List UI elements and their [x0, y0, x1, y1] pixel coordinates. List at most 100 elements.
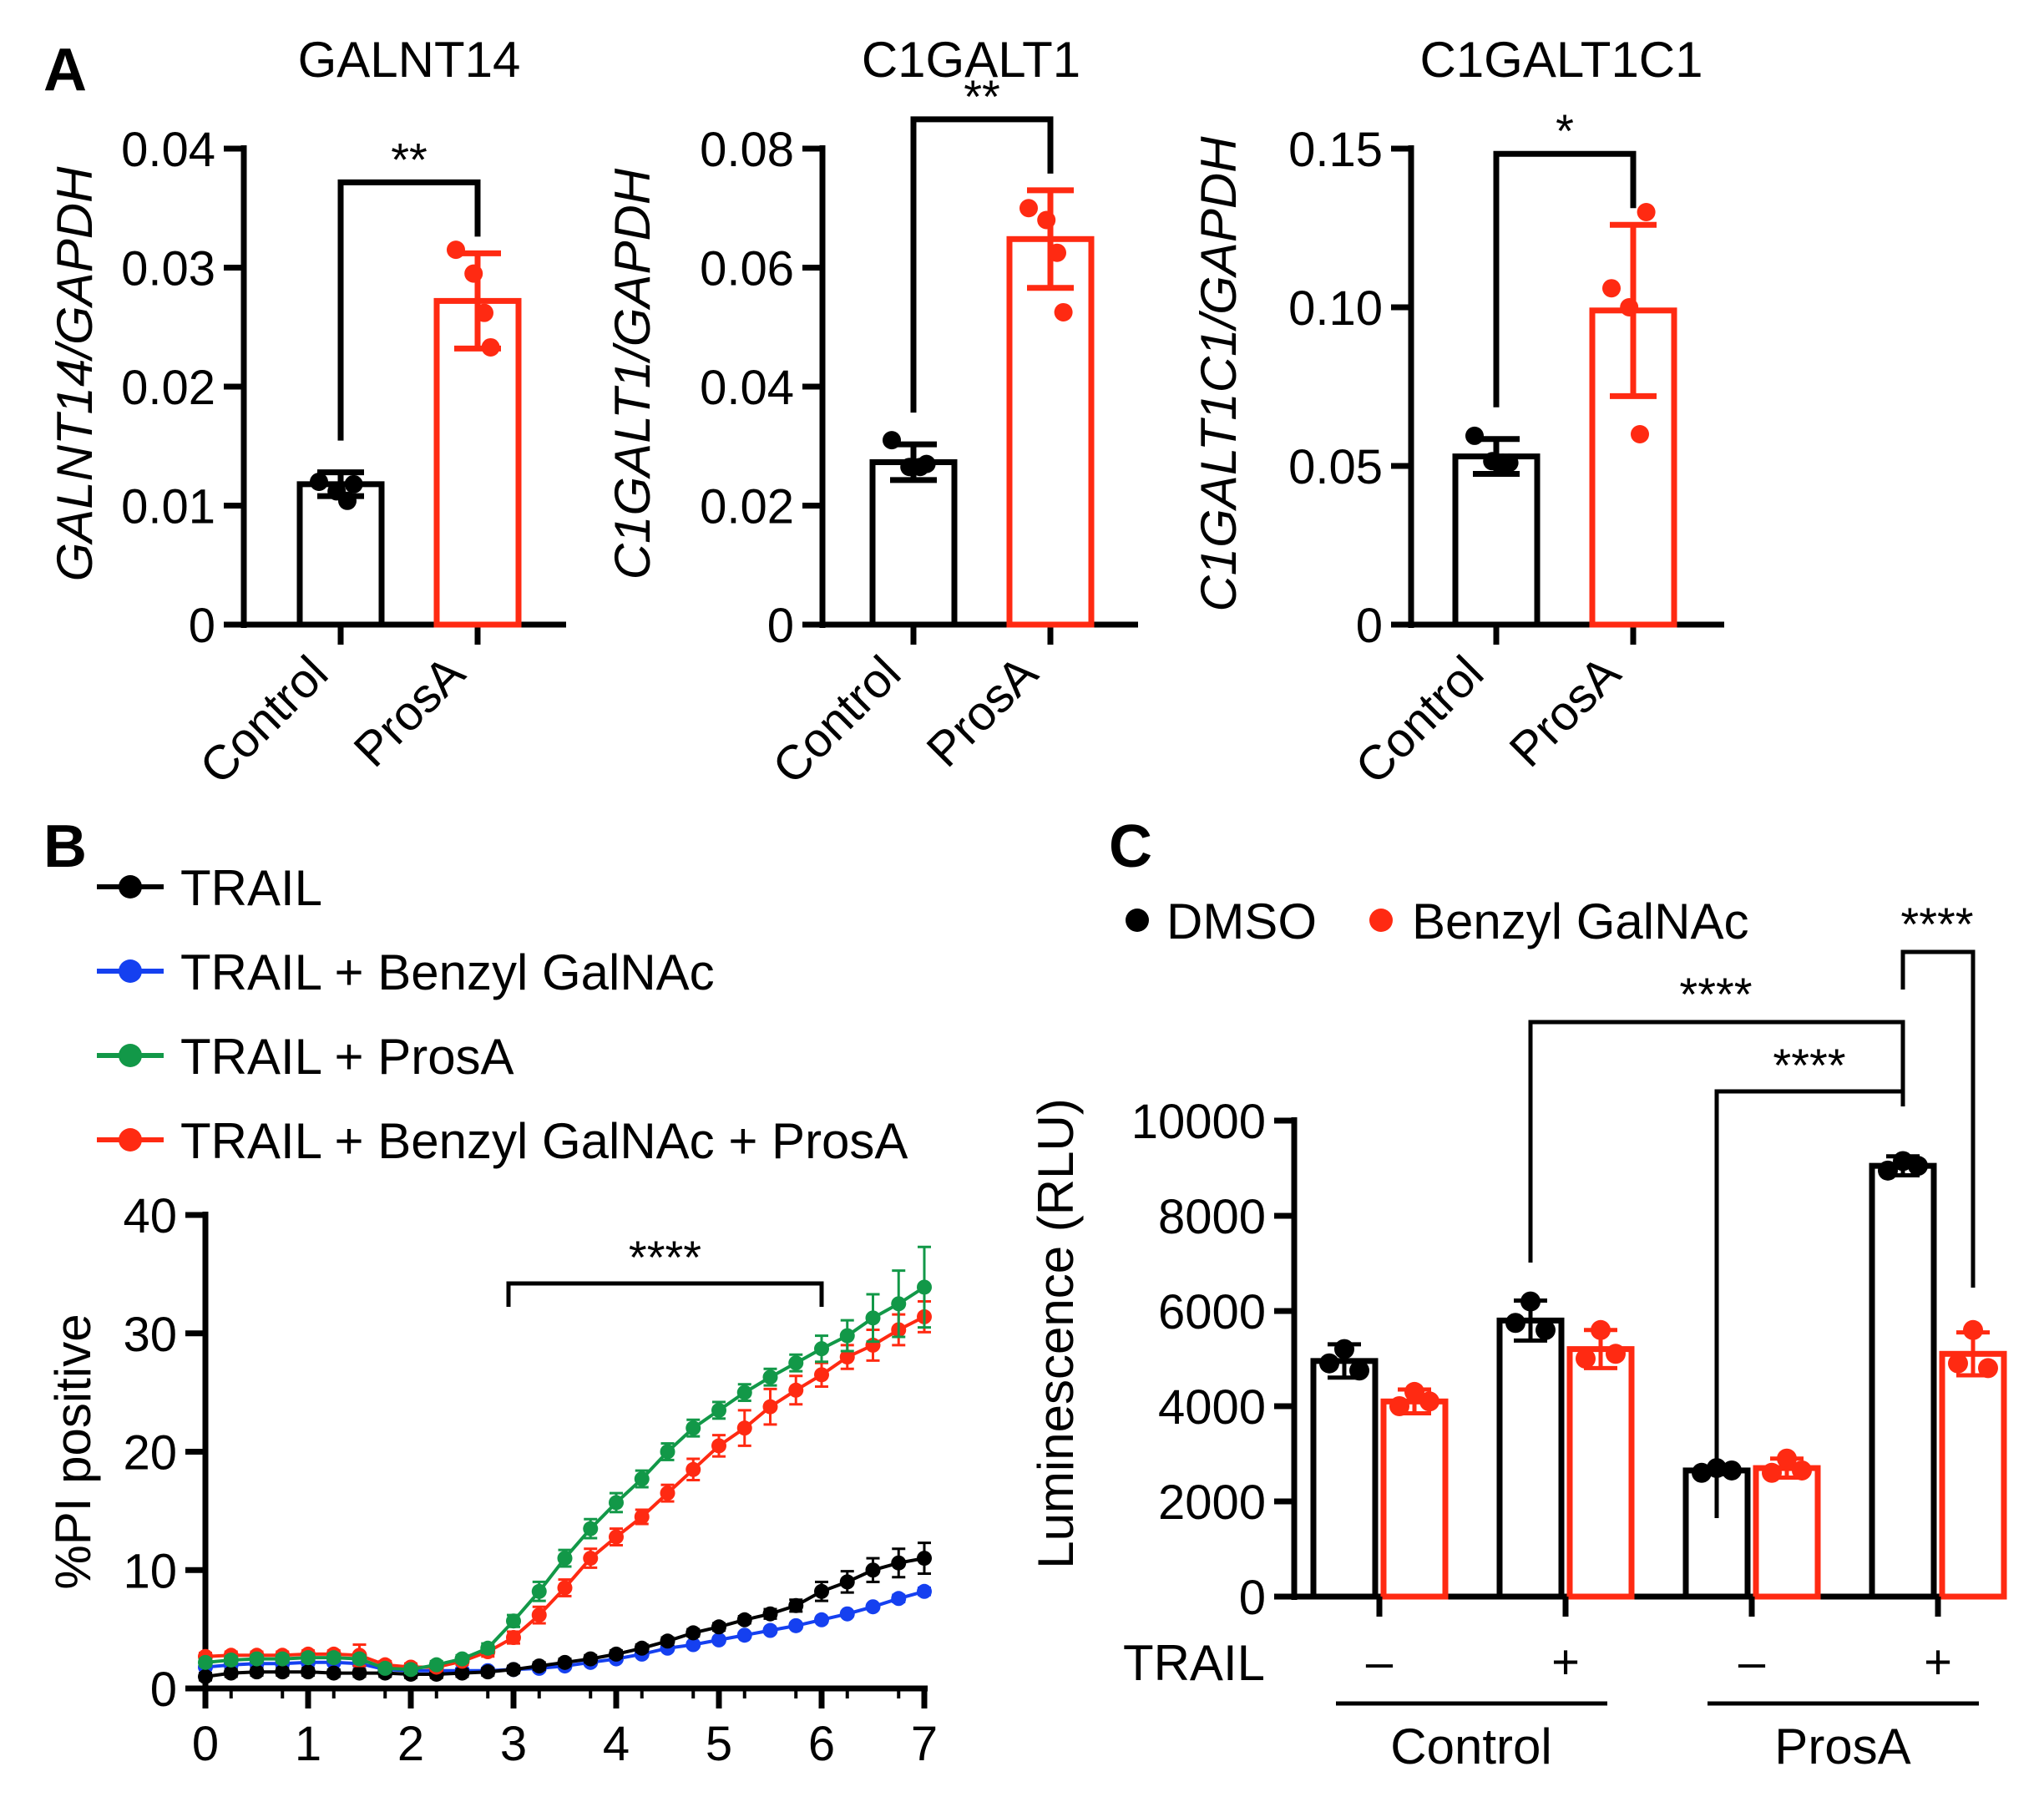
data-point: [917, 1551, 932, 1566]
data-point: [660, 1486, 675, 1501]
y-tick-label: 0: [767, 599, 794, 653]
y-tick-label: 8000: [1158, 1190, 1266, 1244]
data-point: [464, 265, 483, 283]
significance-bracket: [913, 119, 1050, 413]
data-point: [532, 1607, 547, 1622]
trail-sign: +: [1924, 1635, 1952, 1689]
data-point: [1620, 298, 1638, 316]
y-axis-label: C1GALT1/GAPDH: [605, 168, 660, 580]
data-point: [891, 1296, 906, 1311]
data-point: [1878, 1161, 1898, 1181]
chart-title: C1GALT1C1: [1419, 32, 1702, 88]
legend-marker: [1126, 909, 1149, 932]
y-tick-label: 0.08: [700, 123, 794, 177]
chart-c-luminescence: DMSO Benzyl GalNAc0200040006000800010000L…: [1028, 893, 2004, 1774]
trail-label: TRAIL: [1123, 1635, 1265, 1691]
x-tick-label: 5: [706, 1717, 732, 1771]
chart-a-c1galt1: C1GALT1 C1GALT1/GAPDH 0 0.02 0.04 0.06 0.08 Con…: [605, 32, 1138, 794]
data-point: [686, 1462, 701, 1477]
data-point: [338, 492, 357, 510]
data-point: [1602, 279, 1621, 297]
bar-benzyl-galnac: [1570, 1349, 1632, 1597]
data-point: [532, 1584, 547, 1599]
data-point: [558, 1581, 573, 1596]
data-point: [635, 1471, 650, 1486]
y-tick-label: 0.15: [1288, 123, 1383, 177]
chart-b-pi-positive: TRAIL TRAIL + Benzyl GalNAc TRAIL + ProsA T…: [45, 860, 938, 1771]
legend-label: TRAIL: [180, 860, 322, 916]
x-tick-label: ProsA: [344, 645, 476, 777]
data-point: [840, 1607, 855, 1622]
chart-a-galnt14: GALNT14 GALNT14/GAPDH 0 0.01 0.02 0.03 0.04 Con…: [47, 32, 566, 794]
bar-benzyl-galnac: [1384, 1401, 1445, 1597]
data-point: [352, 1666, 367, 1681]
data-point: [1334, 1339, 1354, 1359]
legend-marker: [119, 1128, 142, 1152]
significance-label: ****: [1679, 968, 1752, 1020]
data-point: [917, 1584, 932, 1599]
legend-label: Benzyl GalNAc: [1412, 893, 1748, 949]
data-point: [788, 1383, 803, 1398]
data-point: [840, 1329, 855, 1344]
data-point: [686, 1420, 701, 1435]
panel-label-c: C: [1109, 813, 1152, 880]
data-point: [326, 1650, 342, 1665]
bar-control: [873, 462, 954, 625]
y-axis-label: C1GALT1C1/GAPDH: [1191, 136, 1247, 612]
y-tick-label: 6000: [1158, 1285, 1266, 1339]
data-point: [840, 1574, 855, 1589]
data-point: [250, 1664, 265, 1679]
y-tick-label: 0.04: [700, 361, 794, 415]
data-point: [583, 1521, 598, 1536]
data-point: [737, 1612, 752, 1627]
data-point: [763, 1623, 778, 1638]
significance-label: ****: [1773, 1039, 1845, 1091]
data-point: [455, 1652, 470, 1667]
data-point: [1606, 1344, 1626, 1364]
data-point: [866, 1310, 881, 1325]
x-tick-label: Control: [190, 645, 338, 794]
data-point: [788, 1618, 803, 1633]
significance-label: **: [964, 70, 1000, 123]
data-point: [711, 1438, 726, 1453]
data-point: [814, 1584, 829, 1599]
y-tick-label: 20: [123, 1426, 177, 1481]
x-tick-label: ProsA: [1500, 645, 1632, 777]
data-point: [275, 1652, 290, 1667]
trail-sign: –: [1366, 1635, 1394, 1689]
y-tick-label: 10000: [1131, 1095, 1266, 1149]
significance-label: ****: [1900, 898, 1973, 950]
data-point: [1520, 1292, 1541, 1312]
data-point: [1978, 1358, 1998, 1378]
y-tick-label: 40: [123, 1189, 177, 1243]
data-point: [1500, 453, 1519, 472]
bar-prosa: [1009, 239, 1091, 625]
legend-marker: [119, 959, 142, 983]
data-point: [866, 1599, 881, 1614]
data-point: [475, 304, 493, 322]
data-point: [891, 1556, 906, 1571]
data-point: [1465, 427, 1484, 445]
x-tick-label: ProsA: [917, 645, 1049, 777]
bar-dmso: [1313, 1361, 1375, 1597]
x-tick-label: 0: [192, 1717, 219, 1771]
legend-label: TRAIL + Benzyl GalNAc + ProsA: [180, 1113, 908, 1169]
data-point: [275, 1664, 290, 1679]
data-point: [1637, 203, 1656, 221]
data-point: [482, 338, 500, 357]
data-point: [917, 1279, 932, 1294]
panel-label-b: B: [43, 813, 87, 880]
legend-marker: [119, 875, 142, 898]
significance-label: ****: [629, 1231, 701, 1283]
data-point: [506, 1630, 521, 1645]
y-tick-label: 0.10: [1288, 281, 1383, 336]
legend-label: TRAIL + Benzyl GalNAc: [180, 944, 715, 1000]
data-point: [1048, 244, 1066, 262]
y-tick-label: 0.05: [1288, 440, 1383, 494]
bar-control: [1455, 457, 1537, 625]
data-point: [1576, 1349, 1596, 1369]
data-point: [814, 1367, 829, 1382]
data-point: [737, 1420, 752, 1435]
data-point: [506, 1662, 521, 1677]
chart-title: GALNT14: [298, 32, 521, 88]
